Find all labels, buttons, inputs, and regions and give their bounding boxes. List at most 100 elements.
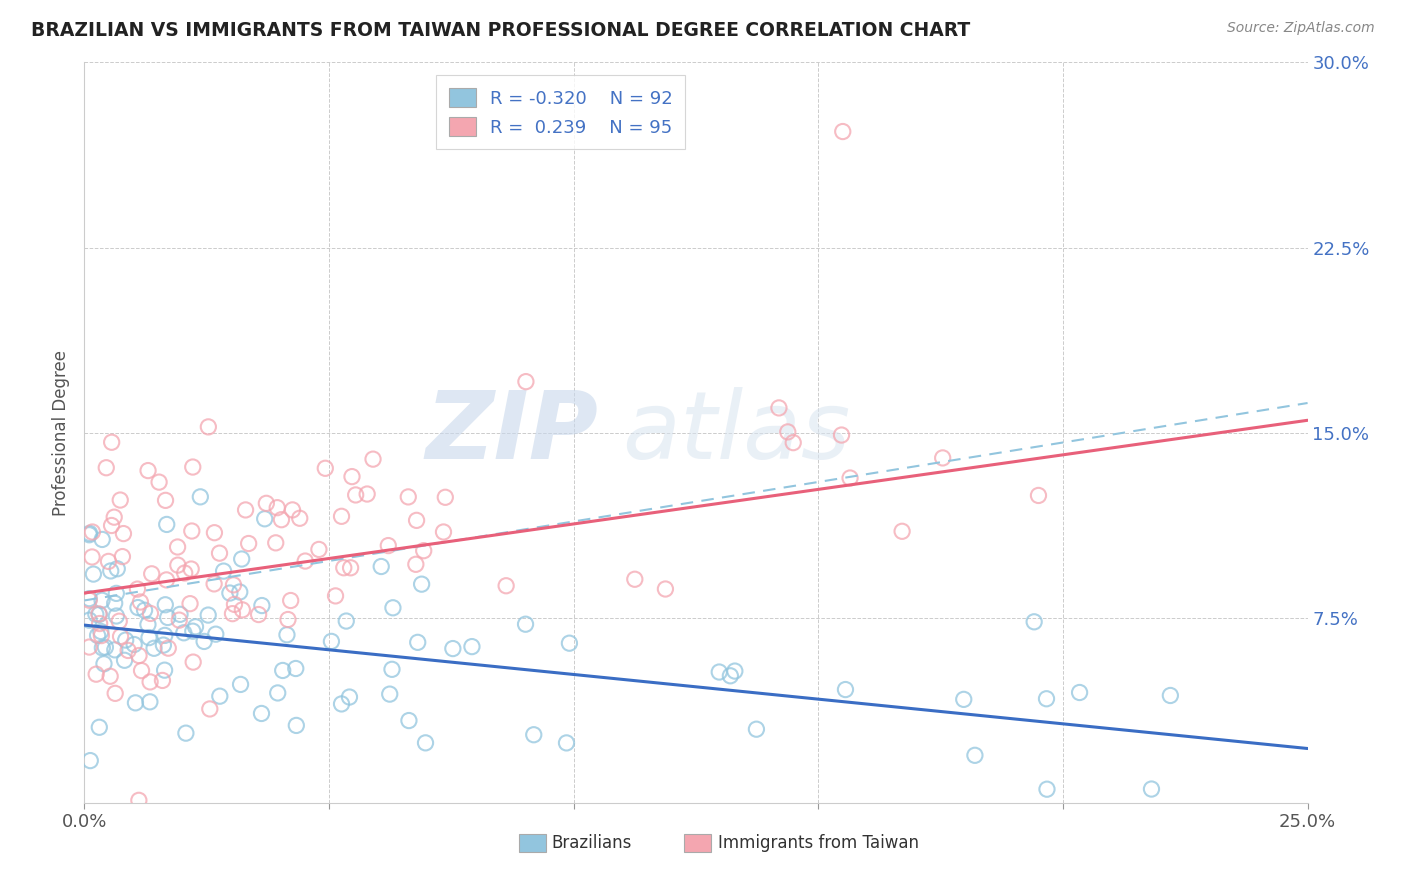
Point bbox=[188, 490, 211, 504]
Point bbox=[277, 613, 299, 627]
Point bbox=[97, 554, 120, 568]
Point bbox=[100, 564, 122, 578]
Point bbox=[776, 425, 799, 439]
Point bbox=[94, 640, 117, 655]
Point bbox=[105, 586, 128, 600]
Point bbox=[93, 657, 115, 671]
Point bbox=[412, 543, 434, 558]
Point bbox=[193, 634, 215, 648]
Point bbox=[80, 549, 103, 564]
Point bbox=[378, 687, 401, 701]
Point bbox=[104, 643, 127, 657]
Point bbox=[271, 664, 294, 678]
Point bbox=[931, 450, 953, 465]
Point bbox=[155, 493, 177, 508]
Point bbox=[143, 641, 166, 656]
Point bbox=[344, 488, 367, 502]
Point bbox=[654, 582, 676, 596]
Point bbox=[294, 554, 316, 568]
Point bbox=[406, 635, 429, 649]
Point bbox=[623, 572, 645, 586]
Point bbox=[839, 471, 862, 485]
Point bbox=[90, 624, 112, 639]
Point bbox=[152, 638, 174, 652]
Point bbox=[169, 613, 191, 627]
Point bbox=[952, 692, 974, 706]
Point bbox=[284, 661, 307, 675]
Text: BRAZILIAN VS IMMIGRANTS FROM TAIWAN PROFESSIONAL DEGREE CORRELATION CHART: BRAZILIAN VS IMMIGRANTS FROM TAIWAN PROF… bbox=[31, 21, 970, 40]
Point bbox=[100, 435, 122, 450]
Point bbox=[173, 625, 195, 640]
Point bbox=[782, 435, 804, 450]
Point bbox=[267, 686, 290, 700]
Point bbox=[152, 673, 174, 688]
Point bbox=[288, 511, 311, 525]
Point bbox=[156, 517, 179, 532]
Legend: R = -0.320    N = 92, R =  0.239    N = 95: R = -0.320 N = 92, R = 0.239 N = 95 bbox=[436, 75, 686, 149]
Point bbox=[197, 608, 219, 623]
Point bbox=[128, 648, 150, 663]
Point bbox=[157, 641, 180, 656]
Point bbox=[229, 585, 252, 599]
Point bbox=[768, 401, 790, 415]
Point bbox=[155, 573, 177, 587]
Point bbox=[77, 593, 100, 607]
Point bbox=[1035, 691, 1057, 706]
Point bbox=[285, 718, 308, 732]
Point bbox=[139, 695, 162, 709]
Point bbox=[381, 662, 404, 676]
Point bbox=[411, 577, 433, 591]
Point bbox=[340, 469, 363, 483]
Point bbox=[523, 728, 546, 742]
Point bbox=[963, 748, 986, 763]
Point bbox=[114, 653, 136, 667]
Point bbox=[432, 524, 454, 539]
Point bbox=[1159, 689, 1181, 703]
Point bbox=[1036, 782, 1059, 797]
Point bbox=[250, 706, 273, 721]
Point bbox=[381, 600, 404, 615]
Point bbox=[153, 663, 176, 677]
Point bbox=[77, 527, 100, 541]
Point bbox=[204, 525, 226, 540]
Point bbox=[356, 487, 378, 501]
Point bbox=[212, 564, 235, 578]
Point bbox=[79, 526, 101, 541]
Point bbox=[247, 607, 270, 622]
Point bbox=[330, 697, 353, 711]
Point bbox=[181, 460, 204, 475]
Point bbox=[91, 593, 114, 607]
Point bbox=[377, 539, 399, 553]
Point bbox=[308, 542, 330, 557]
Point bbox=[112, 526, 135, 541]
Point bbox=[558, 636, 581, 650]
Point bbox=[179, 597, 201, 611]
Point bbox=[90, 629, 112, 643]
Point bbox=[208, 546, 231, 560]
Point bbox=[266, 500, 288, 515]
Point bbox=[131, 664, 153, 678]
Text: Source: ZipAtlas.com: Source: ZipAtlas.com bbox=[1227, 21, 1375, 36]
Point bbox=[831, 428, 853, 442]
Point bbox=[1028, 488, 1050, 502]
Point bbox=[87, 607, 110, 621]
Point bbox=[91, 533, 114, 547]
Point bbox=[148, 475, 170, 490]
Point bbox=[139, 607, 162, 621]
Point bbox=[136, 464, 159, 478]
Point bbox=[117, 643, 139, 657]
Point bbox=[153, 628, 176, 642]
Point bbox=[197, 420, 219, 434]
Point bbox=[321, 634, 343, 648]
Point bbox=[98, 669, 121, 683]
Y-axis label: Professional Degree: Professional Degree bbox=[52, 350, 70, 516]
Point bbox=[370, 559, 392, 574]
Point bbox=[174, 726, 197, 740]
Point bbox=[105, 562, 128, 576]
Point bbox=[114, 633, 136, 648]
Point bbox=[110, 630, 132, 644]
Point bbox=[166, 558, 188, 573]
Point bbox=[202, 577, 225, 591]
Point bbox=[831, 124, 853, 138]
Point bbox=[108, 614, 131, 628]
